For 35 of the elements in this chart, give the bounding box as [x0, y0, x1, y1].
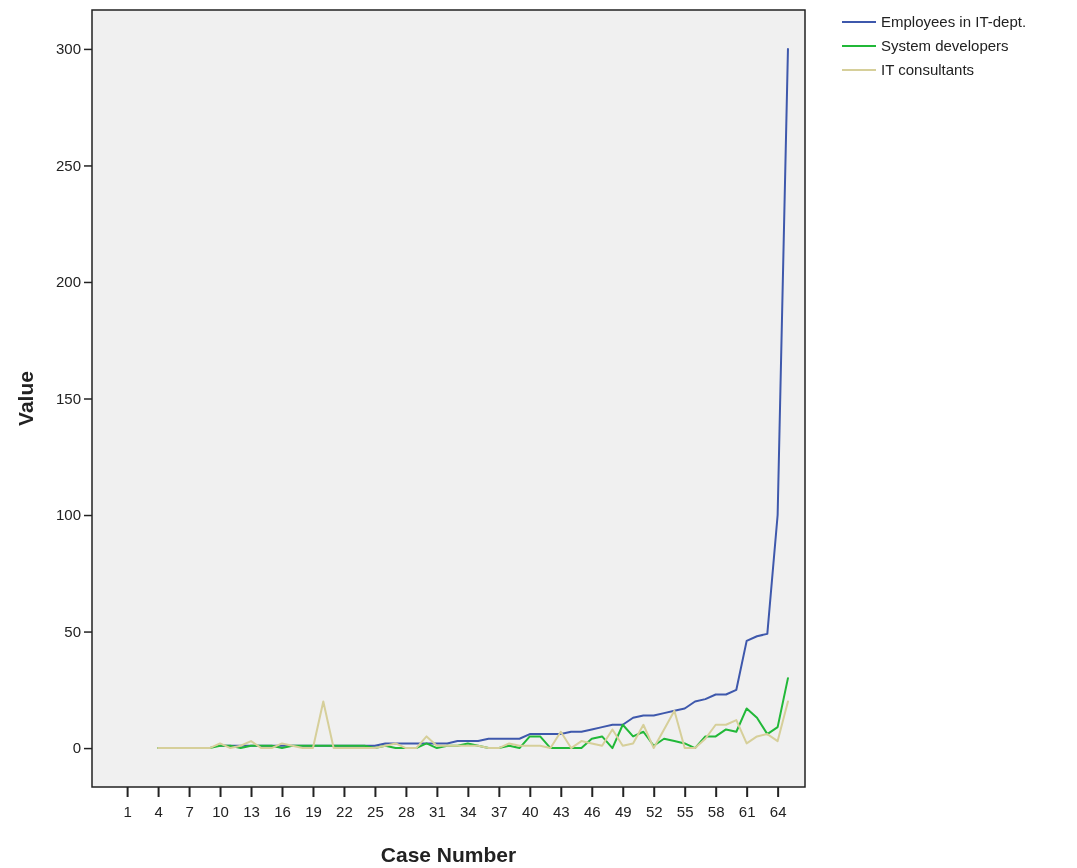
x-tick-label: 16 [274, 802, 291, 820]
x-tick-label: 10 [212, 802, 229, 820]
legend-label: Employees in IT-dept. [881, 13, 1027, 30]
y-tick-label: 200 [55, 273, 81, 291]
y-tick-label: 100 [55, 506, 81, 524]
x-tick-label: 40 [521, 802, 539, 820]
x-tick-label: 13 [243, 802, 260, 820]
x-tick-label: 49 [614, 802, 632, 820]
line-series [157, 700, 789, 750]
x-tick-label: 64 [769, 802, 787, 820]
legend-label: System developers [881, 37, 1009, 54]
x-tick-label: 46 [583, 802, 601, 820]
x-tick-label: 55 [676, 802, 694, 820]
y-tick-label: 0 [72, 739, 81, 757]
x-tick-label: 7 [185, 802, 194, 820]
x-tick-label: 61 [738, 802, 756, 820]
x-tick-label: 58 [707, 802, 725, 820]
x-tick-label: 4 [154, 802, 163, 820]
x-tick-label: 1 [123, 802, 132, 820]
x-tick-label: 31 [429, 802, 446, 820]
x-tick-label: 28 [398, 802, 415, 820]
legend-label: IT consultants [881, 61, 975, 78]
x-tick-label: 37 [490, 802, 508, 820]
x-tick-label: 52 [645, 802, 663, 820]
y-tick-label: 50 [64, 622, 81, 640]
y-axis-title: Value [14, 371, 37, 426]
x-tick-label: 34 [460, 802, 477, 820]
y-tick-label: 150 [55, 389, 81, 407]
y-tick-label: 250 [55, 156, 81, 174]
x-tick-label: 22 [336, 802, 353, 820]
y-tick-label: 300 [55, 40, 81, 58]
x-axis-title: Case Number [380, 843, 517, 866]
x-tick-label: 19 [305, 802, 322, 820]
x-tick-label: 43 [552, 802, 570, 820]
x-tick-label: 25 [367, 802, 384, 820]
